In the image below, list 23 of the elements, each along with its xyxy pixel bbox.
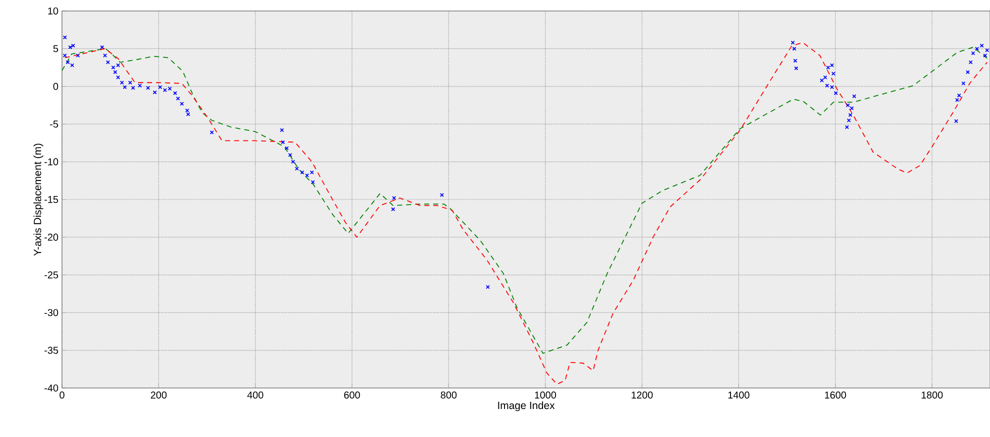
y-tick-label: -30 xyxy=(44,309,58,316)
y-tick-label: -20 xyxy=(44,234,58,241)
x-tick-label: 400 xyxy=(247,392,264,399)
x-tick-label: 800 xyxy=(440,392,457,399)
y-tick-label: -10 xyxy=(44,158,58,166)
y-tick-label: 10 xyxy=(48,7,58,15)
x-tick-label: 200 xyxy=(150,392,167,399)
y-tick-label: -15 xyxy=(44,196,58,203)
y-tick-label: -35 xyxy=(44,346,58,354)
x-tick-label: 1400 xyxy=(728,392,750,399)
y-tick-label: -25 xyxy=(44,271,58,278)
x-tick-label: 1000 xyxy=(535,392,556,399)
y-tick-label: -5 xyxy=(50,120,58,128)
y-tick-label: -40 xyxy=(44,384,58,392)
x-axis-title: Image Index xyxy=(498,401,555,412)
y-tick-label: 0 xyxy=(53,82,58,90)
x-tick-label: 600 xyxy=(344,392,360,399)
y-axis-title: Y-axis Displacement (m) xyxy=(33,144,44,256)
x-tick-label: 0 xyxy=(60,392,64,399)
x-tick-label: 1800 xyxy=(922,392,943,399)
x-tick-label: 1200 xyxy=(632,392,653,399)
y-tick-label: 5 xyxy=(53,45,58,52)
x-tick-label: 1600 xyxy=(825,392,846,399)
